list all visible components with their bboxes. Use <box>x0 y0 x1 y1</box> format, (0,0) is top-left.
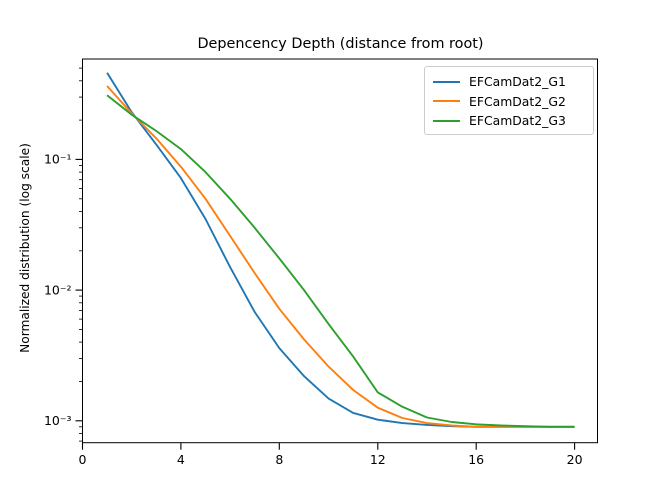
y-tick-label: 10⁻¹ <box>44 152 72 167</box>
y-tick-label: 10⁻³ <box>44 413 72 428</box>
series-line-EFCamDat2_G2 <box>106 85 575 428</box>
y-axis-label: Normalized distribution (log scale) <box>18 143 32 353</box>
legend-entry-EFCamDat2_G3: EFCamDat2_G3 <box>433 111 585 130</box>
legend-label: EFCamDat2_G3 <box>469 113 566 128</box>
plot-area-border <box>82 58 598 444</box>
legend-label: EFCamDat2_G2 <box>469 93 566 109</box>
x-tick-label: 20 <box>567 452 583 467</box>
chart-title: Depencency Depth (distance from root) <box>197 36 484 52</box>
legend-entry-EFCamDat2_G1: EFCamDat2_G1 <box>433 72 585 91</box>
x-tick-label: 16 <box>468 452 484 467</box>
x-tick-label: 8 <box>275 452 283 467</box>
series-line-EFCamDat2_G3 <box>106 94 575 428</box>
legend-line-sample <box>433 80 460 83</box>
legend-line-sample <box>433 119 460 122</box>
legend: EFCamDat2_G1 EFCamDat2_G2 EFCamDat2_G3 <box>424 66 594 135</box>
legend-label: EFCamDat2_G1 <box>469 74 566 89</box>
legend-entry-EFCamDat2_G2: EFCamDat2_G2 <box>433 92 585 111</box>
x-tick-label: 12 <box>370 452 386 467</box>
x-tick-label: 4 <box>177 452 185 467</box>
x-tick-label: 0 <box>79 452 87 467</box>
y-tick-label: 10⁻² <box>44 282 72 297</box>
legend-line-sample <box>433 100 460 102</box>
